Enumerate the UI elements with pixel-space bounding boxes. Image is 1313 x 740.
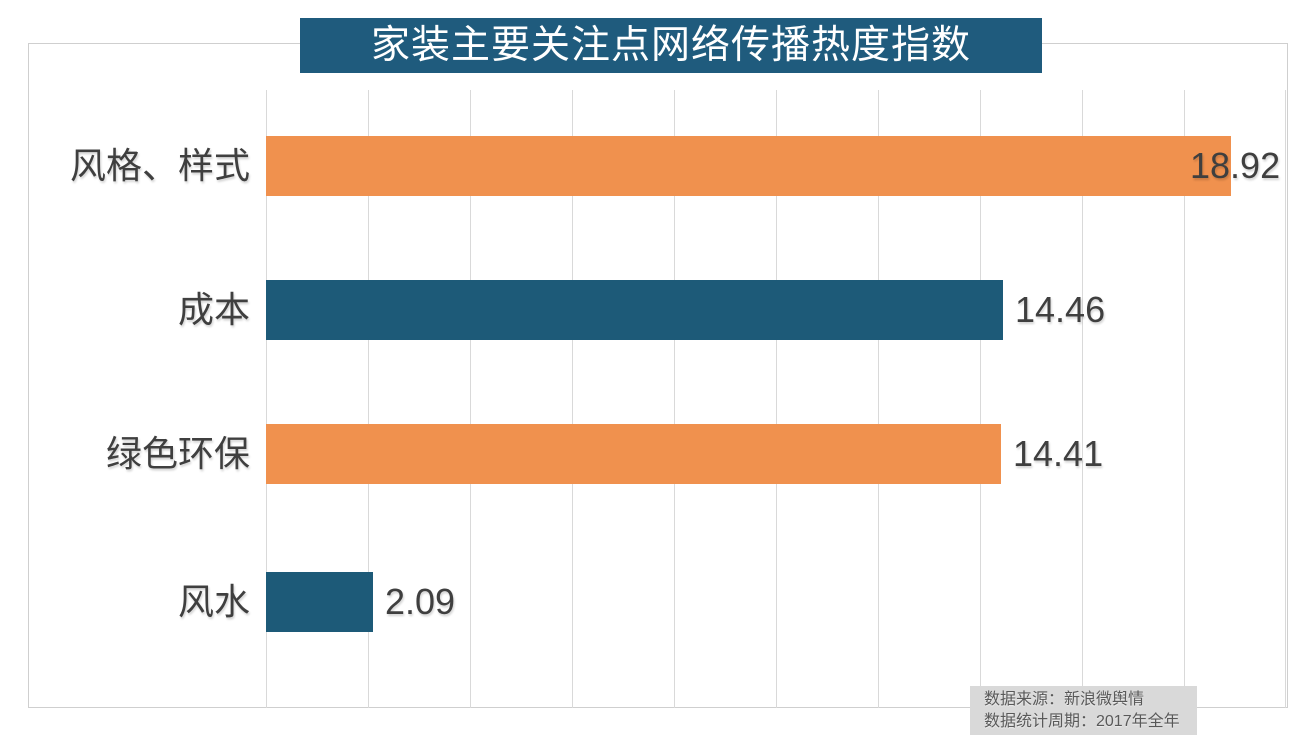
bar-row: 2.09 [266, 572, 1286, 632]
gridline [776, 90, 777, 708]
value-label: 14.46 [1015, 289, 1106, 330]
bar-style [266, 136, 1231, 196]
bar-fengshui [266, 572, 373, 632]
value-label: 14.41 [1013, 433, 1104, 474]
data-source-box: 数据来源：新浪微舆情 数据统计周期：2017年全年 [970, 686, 1197, 735]
gridline [980, 90, 981, 708]
bar-row: 18.92 [266, 136, 1286, 196]
value-label: 18.92 [1190, 145, 1281, 186]
bar-row: 14.46 [266, 280, 1286, 340]
data-source-line2: 数据统计周期：2017年全年 [984, 713, 1180, 730]
gridline [1082, 90, 1083, 708]
gridline [266, 90, 267, 708]
bar-cost [266, 280, 1003, 340]
category-label-style: 风格、样式 [69, 145, 250, 186]
data-source-line1: 数据来源：新浪微舆情 [984, 691, 1145, 708]
category-label-eco: 绿色环保 [105, 433, 250, 474]
category-label-cost: 成本 [177, 289, 250, 330]
gridline [1184, 90, 1185, 708]
bar-row: 14.41 [266, 424, 1286, 484]
value-label: 2.09 [385, 581, 456, 622]
chart-title: 家装主要关注点网络传播热度指数 [300, 18, 1042, 73]
gridline [470, 90, 471, 708]
gridline [674, 90, 675, 708]
plot-area: 18.92 14.46 14.41 2.09 [266, 90, 1286, 708]
bar-eco [266, 424, 1001, 484]
gridline [368, 90, 369, 708]
gridline [878, 90, 879, 708]
category-label-fengshui: 风水 [177, 581, 250, 622]
gridline [1285, 90, 1286, 708]
gridline [572, 90, 573, 708]
